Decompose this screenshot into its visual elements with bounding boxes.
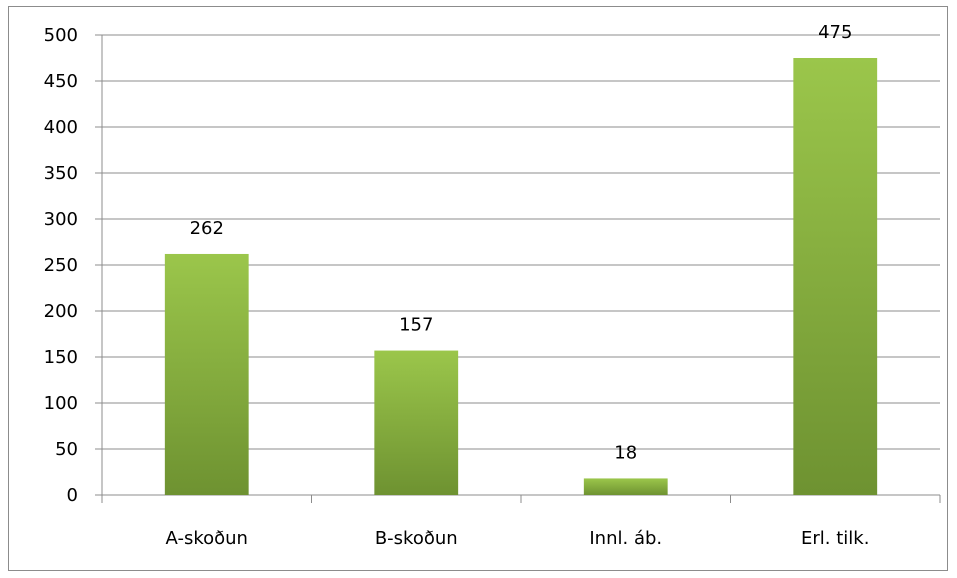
y-tick-label: 300	[44, 209, 78, 230]
chart-frame	[8, 6, 948, 571]
y-tick-label: 150	[44, 347, 78, 368]
data-label: 475	[818, 22, 852, 43]
y-tick-label: 100	[44, 393, 78, 414]
bar-1	[374, 350, 459, 495]
bar-2	[583, 478, 668, 495]
x-category-label: Innl. áb.	[589, 528, 662, 549]
y-tick-label: 50	[55, 439, 78, 460]
y-tick-label: 250	[44, 255, 78, 276]
x-category-label: A-skoðun	[166, 528, 248, 549]
data-label: 262	[190, 218, 224, 239]
labels: 0 50 100 150 200 250 300 350 400 450 500 262 A-skoðu…	[44, 22, 870, 549]
bar-3	[793, 58, 878, 495]
y-tick-label: 0	[67, 485, 78, 506]
data-label: 157	[399, 315, 433, 336]
data-label: 18	[614, 442, 637, 463]
bar-0	[164, 253, 249, 495]
y-tick-label: 200	[44, 301, 78, 322]
x-category-label: Erl. tilk.	[801, 528, 869, 549]
x-category-label: B-skoðun	[375, 528, 458, 549]
y-tick-label: 350	[44, 163, 78, 184]
bars	[164, 58, 878, 495]
y-tick-label: 400	[44, 117, 78, 138]
y-tick-label: 500	[44, 25, 78, 46]
y-tick-label: 450	[44, 71, 78, 92]
